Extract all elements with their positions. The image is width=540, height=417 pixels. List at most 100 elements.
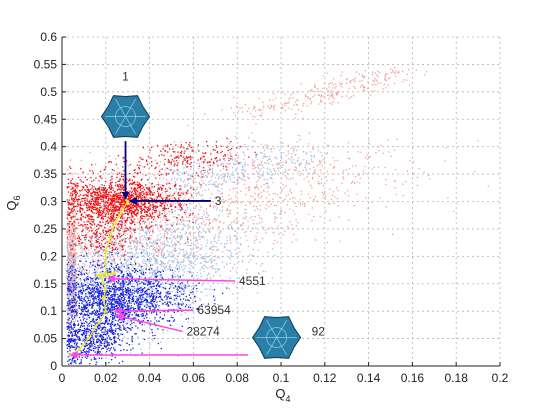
data-point <box>154 242 156 244</box>
data-point <box>217 303 219 306</box>
data-point <box>141 225 143 228</box>
data-point <box>67 270 69 273</box>
data-point <box>217 164 219 166</box>
data-point <box>111 274 114 277</box>
data-point <box>313 170 315 172</box>
data-point <box>149 267 151 269</box>
data-point <box>194 222 196 224</box>
data-point <box>194 263 196 266</box>
data-point <box>156 268 159 270</box>
data-point <box>201 223 203 225</box>
data-point <box>229 257 231 259</box>
data-point <box>132 205 134 207</box>
data-point <box>112 189 114 191</box>
data-point <box>131 205 134 207</box>
data-point <box>96 200 98 202</box>
data-point <box>74 320 76 322</box>
data-point <box>73 266 75 268</box>
data-point <box>262 175 264 177</box>
data-point <box>138 182 140 184</box>
data-point <box>250 259 252 261</box>
data-point <box>199 262 202 264</box>
data-point <box>199 183 201 185</box>
data-point <box>219 230 221 232</box>
data-point <box>137 172 139 174</box>
data-point <box>116 297 119 299</box>
data-point <box>258 215 260 217</box>
data-point <box>259 114 261 116</box>
data-point <box>149 260 151 262</box>
data-point <box>69 252 71 254</box>
data-point <box>92 170 94 172</box>
data-point <box>229 163 231 165</box>
data-point <box>134 287 136 289</box>
data-point <box>189 261 192 263</box>
data-point <box>167 244 169 246</box>
data-point <box>163 253 165 255</box>
data-point <box>241 165 244 167</box>
data-point <box>176 258 178 261</box>
data-point <box>277 194 279 196</box>
data-point <box>232 159 234 161</box>
data-point <box>179 205 181 207</box>
data-point <box>230 254 232 256</box>
data-point <box>138 185 141 187</box>
data-point <box>181 208 183 210</box>
data-point <box>182 219 184 222</box>
data-point <box>120 266 122 269</box>
data-point <box>70 317 73 319</box>
data-point <box>305 170 308 172</box>
data-point <box>143 202 146 204</box>
data-point <box>144 216 146 218</box>
data-point <box>143 189 145 191</box>
data-point <box>247 148 249 150</box>
data-point <box>70 309 72 311</box>
data-point <box>312 177 314 180</box>
data-point <box>108 228 110 231</box>
data-point <box>192 293 194 296</box>
data-point <box>136 173 138 175</box>
data-point <box>351 182 353 184</box>
data-point <box>280 151 282 154</box>
data-point <box>70 282 72 284</box>
data-point <box>81 301 83 304</box>
data-point <box>68 234 70 236</box>
data-point <box>76 213 78 215</box>
data-point <box>148 202 151 204</box>
data-point <box>98 261 100 263</box>
data-point <box>190 252 192 254</box>
data-point <box>146 264 148 266</box>
data-point <box>211 241 213 243</box>
data-point <box>140 242 142 244</box>
data-point <box>130 252 132 255</box>
data-point <box>93 277 95 279</box>
data-point <box>423 171 425 173</box>
data-point <box>131 214 133 217</box>
data-point <box>292 97 294 99</box>
data-point <box>113 319 115 321</box>
data-point <box>108 251 110 253</box>
data-point <box>105 234 107 236</box>
data-point <box>244 171 246 173</box>
data-point <box>261 112 263 114</box>
data-point <box>137 253 139 255</box>
data-point <box>207 261 209 263</box>
data-point <box>254 187 256 190</box>
data-point <box>112 216 114 218</box>
data-point <box>270 105 273 108</box>
data-point <box>389 77 391 79</box>
data-point <box>233 177 235 179</box>
data-point <box>232 174 234 177</box>
data-point <box>187 124 189 126</box>
data-point <box>192 226 194 228</box>
data-point <box>137 321 139 323</box>
data-point <box>487 185 489 187</box>
data-point <box>69 276 71 278</box>
data-point <box>126 303 128 306</box>
data-point <box>66 286 68 289</box>
data-point <box>161 184 163 186</box>
data-point <box>258 97 260 100</box>
data-point <box>126 218 128 221</box>
data-point <box>194 237 196 239</box>
data-point <box>186 185 188 187</box>
